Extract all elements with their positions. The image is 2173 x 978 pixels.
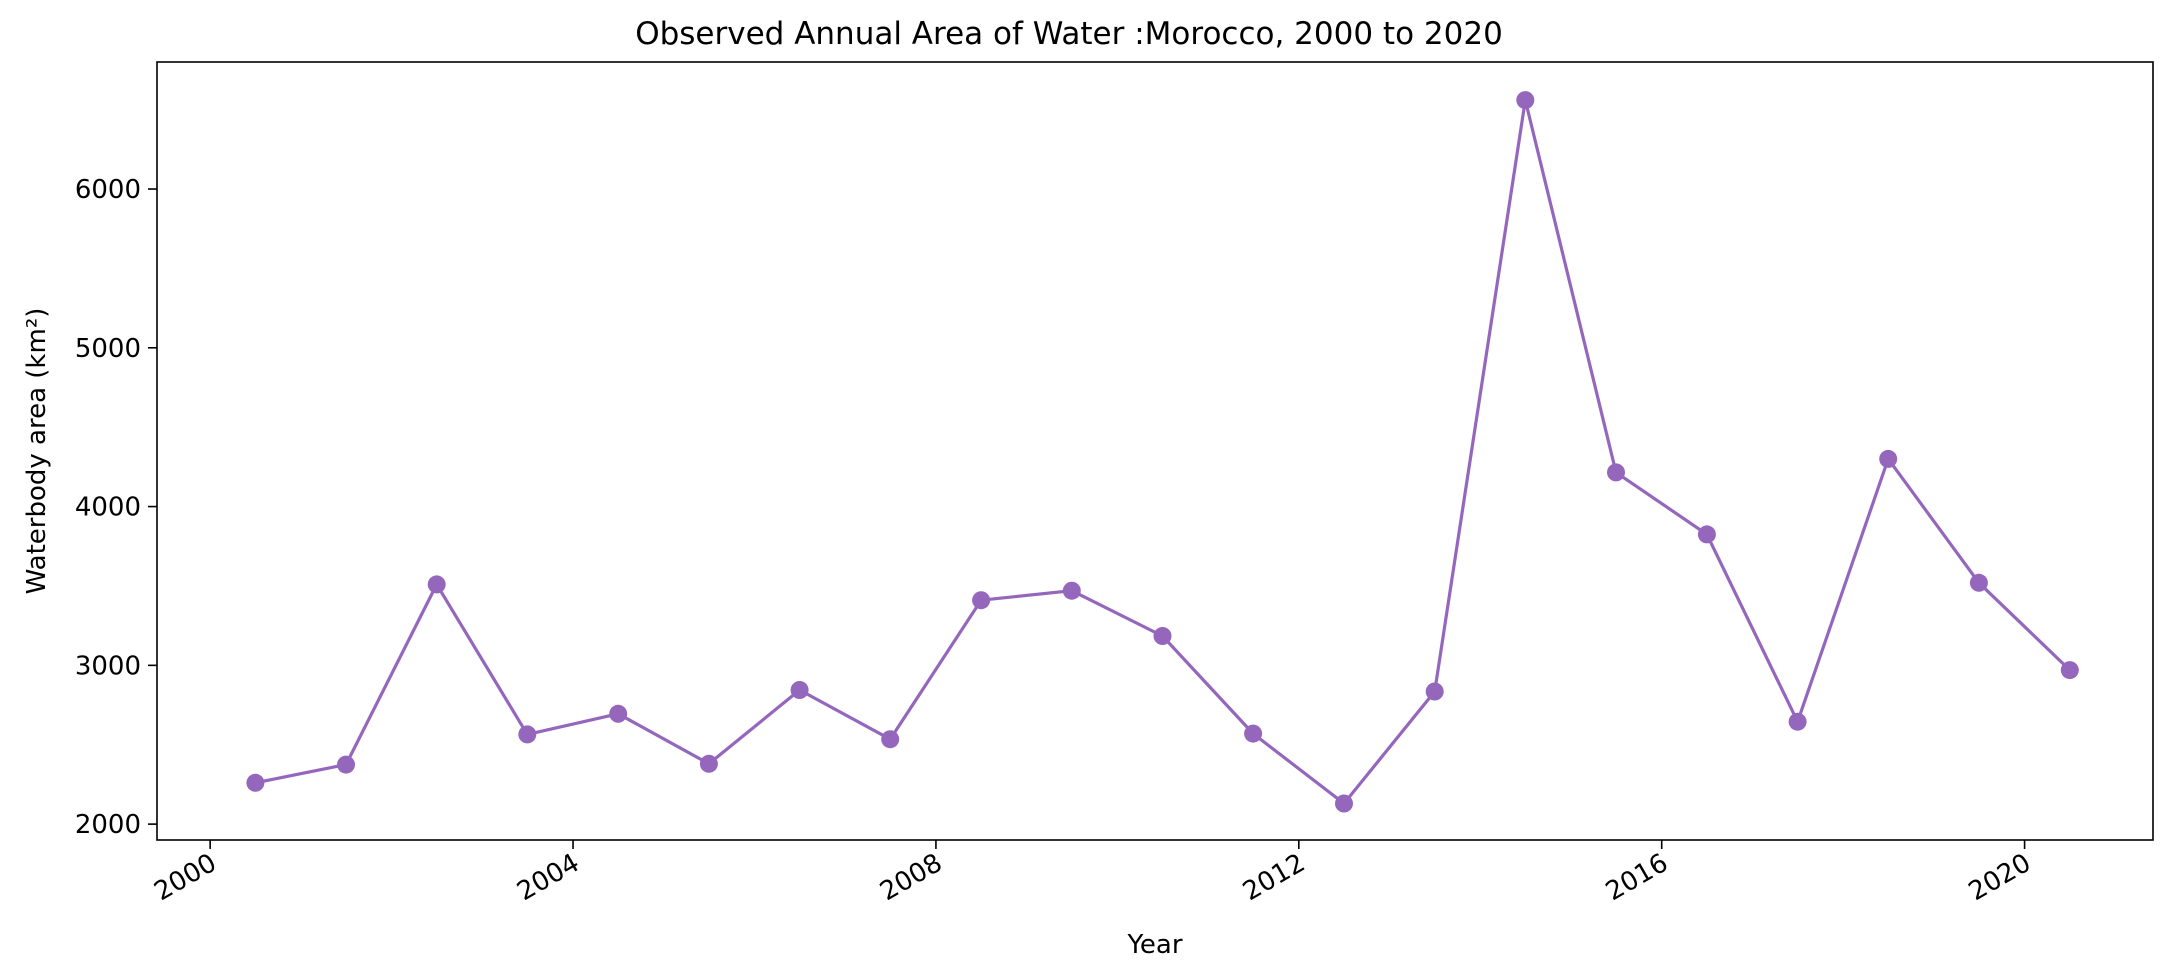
data-point (1335, 794, 1353, 813)
chart-title: Observed Annual Area of Water :Morocco, … (635, 16, 1503, 52)
data-point (1425, 682, 1444, 701)
plot-area (246, 91, 2079, 813)
data-point (427, 575, 446, 594)
x-axis-label: Year (1126, 930, 1182, 960)
data-point (881, 730, 900, 749)
data-point (518, 725, 537, 744)
data-point (337, 755, 355, 774)
y-tick-label: 3000 (75, 651, 141, 681)
data-point (609, 704, 628, 723)
data-point (1516, 91, 1535, 110)
data-point (1697, 525, 1716, 544)
data-point (972, 591, 991, 610)
data-point (1153, 627, 1172, 645)
data-point (246, 773, 265, 792)
data-point (1879, 449, 1898, 468)
data-point (699, 754, 718, 773)
data-point (1788, 712, 1807, 731)
data-point (1607, 463, 1625, 482)
plot-frame (156, 61, 2154, 841)
y-tick-label: 5000 (75, 334, 141, 364)
y-tick-label: 6000 (75, 175, 141, 205)
data-point (1244, 724, 1263, 743)
data-point (1969, 573, 1988, 592)
data-point (790, 681, 809, 699)
y-axis-label: Waterbody area (km²) (22, 308, 52, 595)
data-point (2060, 661, 2079, 680)
y-axis: 2000 3000 4000 5000 6000 (75, 175, 157, 840)
data-point (1062, 581, 1081, 600)
y-tick-label: 4000 (75, 493, 141, 523)
y-tick-label: 2000 (75, 810, 141, 840)
